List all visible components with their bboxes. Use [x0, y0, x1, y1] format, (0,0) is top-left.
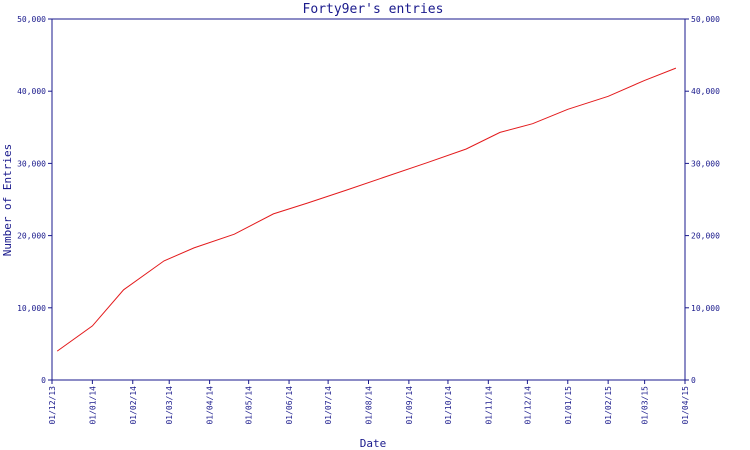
y-tick-label-right: 20,000 [691, 232, 720, 241]
y-tick-label-right: 30,000 [691, 159, 720, 168]
y-tick-label-left: 40,000 [17, 87, 46, 96]
x-tick-label: 01/02/14 [129, 386, 138, 425]
y-tick-label-left: 50,000 [17, 15, 46, 24]
x-tick-label: 01/01/15 [564, 386, 573, 425]
x-tick-label: 01/03/15 [641, 386, 650, 425]
series-line [56, 67, 677, 352]
plot-frame [51, 18, 686, 381]
x-tick-label: 01/10/14 [444, 386, 453, 425]
x-tick-label: 01/04/14 [206, 386, 215, 425]
x-tick-label: 01/06/14 [285, 386, 294, 425]
x-tick-label: 01/12/13 [48, 386, 57, 425]
y-tick-label-left: 30,000 [17, 159, 46, 168]
y-tick-label-right: 10,000 [691, 304, 720, 313]
series-group [56, 67, 677, 352]
x-axis-label: Date [360, 437, 387, 450]
y-axis-label: Number of Entries [1, 144, 14, 257]
y-tick-label-right: 0 [691, 376, 696, 385]
x-tick-label: 01/11/14 [484, 386, 493, 425]
x-ticks: 01/12/13 01/01/14 01/02/14 01/03/14 01/04/14… [48, 380, 690, 425]
y-tick-label-right: 50,000 [691, 15, 720, 24]
y-ticks-right: 0 10,000 20,000 30,000 40,000 50,000 [685, 15, 720, 385]
x-tick-label: 01/01/14 [88, 386, 97, 425]
y-tick-label-right: 40,000 [691, 87, 720, 96]
x-tick-label: 01/03/14 [165, 386, 174, 425]
x-tick-label: 01/02/15 [604, 386, 613, 425]
axes [51, 18, 686, 381]
x-tick-label: 01/05/14 [245, 386, 254, 425]
x-tick-label: 01/07/14 [324, 386, 333, 425]
y-tick-label-left: 0 [41, 376, 46, 385]
y-tick-label-left: 20,000 [17, 232, 46, 241]
x-tick-label: 01/09/14 [405, 386, 414, 425]
x-tick-label: 01/04/15 [681, 386, 690, 425]
y-tick-label-left: 10,000 [17, 304, 46, 313]
x-tick-label: 01/08/14 [365, 386, 374, 425]
y-ticks-left: 0 10,000 20,000 30,000 40,000 50,000 [17, 15, 52, 385]
x-tick-label: 01/12/14 [523, 386, 532, 425]
chart-title: Forty9er's entries [303, 2, 444, 17]
